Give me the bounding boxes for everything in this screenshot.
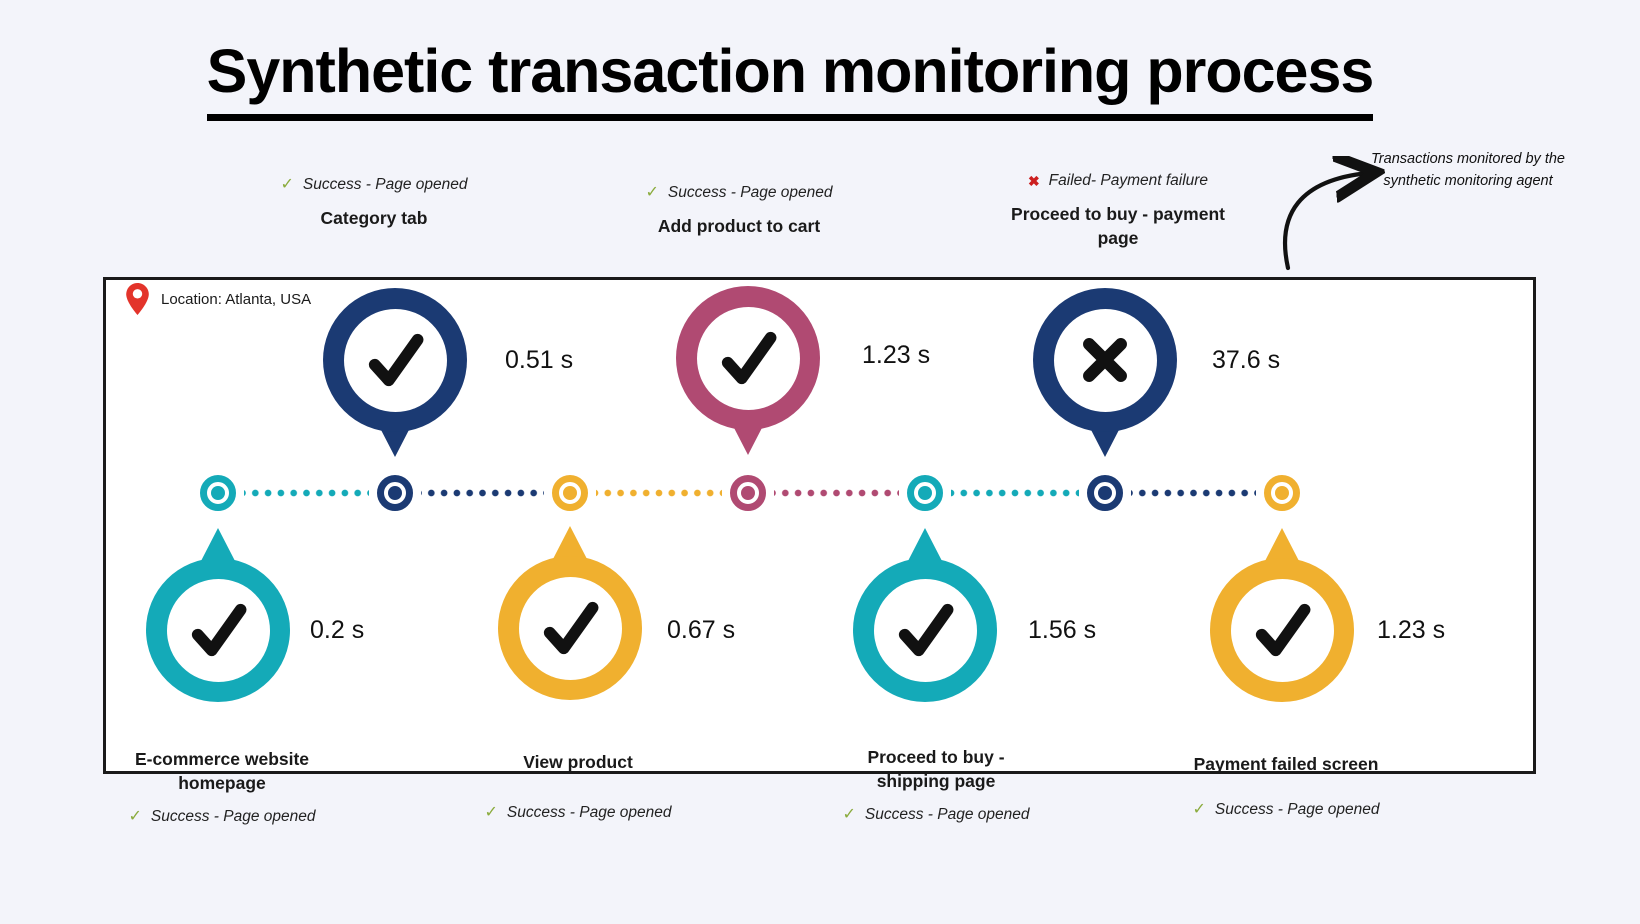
marker-proceed-to-buy-payment-page [1033,288,1177,432]
time-label: 0.51 s [505,346,574,374]
status-text: Success - Page opened [667,184,833,201]
status-line: ✓ Success - Page opened [786,806,1086,824]
annotation-note: Transactions monitored by the synthetic … [1371,151,1565,190]
node-dot [211,486,225,500]
time-label: 0.67 s [667,616,736,644]
marker-add-product-to-cart [676,286,820,430]
node-dot [1098,486,1112,500]
step-title: Proceed to buy - payment page [1011,204,1225,248]
curved-arrow-icon [1282,156,1400,271]
marker-face [166,578,270,682]
marker-face [873,578,977,682]
step-title: E-commerce website homepage [134,749,310,793]
node-dot [918,486,932,500]
timeline-segment [596,489,722,497]
check-icon [191,603,247,657]
marker-face [343,308,447,412]
cross-icon [1083,338,1127,382]
marker-face [696,306,800,410]
time-label: 1.23 s [862,341,931,369]
status-text: Success - Page opened [506,803,672,821]
caption-proceed-to-buy-shipping-page: Proceed to buy - shipping page ✓ Success… [786,746,1086,824]
status-line: ✓ Success - Page opened [224,176,524,194]
page-title: Synthetic transaction monitoring process [0,36,1580,121]
timeline-segment [1131,489,1256,497]
check-icon [368,333,424,387]
balloon-tail [1265,528,1299,561]
caption-category-tab: ✓ Success - Page opened Category tab [224,176,524,231]
node-dot [1275,486,1289,500]
status-line: ✓ Success - Page opened [1136,801,1436,819]
success-check-icon: ✓ [128,808,142,826]
node-dot [388,486,402,500]
timeline-node-4 [730,475,766,511]
caption-ecommerce-homepage: E-commerce website homepage ✓ Success - … [72,748,372,826]
status-text: Success - Page opened [864,806,1030,824]
check-icon [1255,603,1311,657]
timeline-node-7 [1264,475,1300,511]
marker-category-tab [323,288,467,432]
timeline-segment [774,489,899,497]
caption-view-product: View product ✓ Success - Page opened [428,751,728,822]
step-title: View product [523,752,633,772]
step-title: Category tab [320,208,428,228]
node-dot [563,486,577,500]
timeline-node-1 [200,475,236,511]
check-icon [721,331,777,385]
timeline-node-6 [1087,475,1123,511]
success-check-icon: ✓ [280,176,294,193]
balloon-tail [908,528,942,561]
location-pin-icon [126,283,149,315]
time-label: 1.56 s [1028,616,1097,644]
status-text: Success - Page opened [1214,800,1380,818]
status-line: ✓ Success - Page opened [428,804,728,822]
success-check-icon: ✓ [842,806,856,824]
marker-ecommerce-homepage [146,558,290,702]
step-title: Add product to cart [657,216,821,236]
marker-payment-failed-screen [1210,558,1354,702]
step-title: Payment failed screen [1193,754,1379,774]
caption-add-product-to-cart: ✓ Success - Page opened Add product to c… [589,184,889,239]
time-label: 37.6 s [1212,346,1281,374]
failed-x-icon: ✖ [1027,173,1040,189]
time-label: 1.23 s [1377,616,1446,644]
status-line: ✖ Failed- Payment failure [978,172,1258,190]
status-text: Failed- Payment failure [1048,172,1209,189]
location-row: Location: Atlanta, USA [126,283,311,315]
status-line: ✓ Success - Page opened [589,184,889,202]
status-text: Success - Page opened [150,808,316,826]
marker-face [1053,308,1157,412]
success-check-icon: ✓ [484,803,498,821]
balloon-tail [201,528,235,561]
marker-view-product [498,556,642,700]
marker-face [1230,578,1334,682]
status-text: Success - Page opened [302,176,468,193]
timeline-segment [421,489,544,497]
timeline-segment [244,489,369,497]
timeline-node-2 [377,475,413,511]
check-icon [543,601,599,655]
check-icon [898,603,954,657]
node-dot [741,486,755,500]
location-label: Location: Atlanta, USA [161,290,312,308]
balloon-tail [553,526,587,559]
caption-payment-failed-screen: Payment failed screen ✓ Success - Page o… [1136,753,1436,819]
step-title: Proceed to buy - shipping page [867,747,1005,791]
time-label: 0.2 s [310,616,365,644]
caption-proceed-to-buy-payment-page: ✖ Failed- Payment failure Proceed to buy… [978,172,1258,250]
timeline-node-5 [907,475,943,511]
timeline-node-3 [552,475,588,511]
success-check-icon: ✓ [645,184,659,201]
status-line: ✓ Success - Page opened [72,808,372,826]
timeline-segment [951,489,1079,497]
marker-face [518,576,622,680]
marker-proceed-to-buy-shipping-page [853,558,997,702]
success-check-icon: ✓ [1192,800,1206,818]
